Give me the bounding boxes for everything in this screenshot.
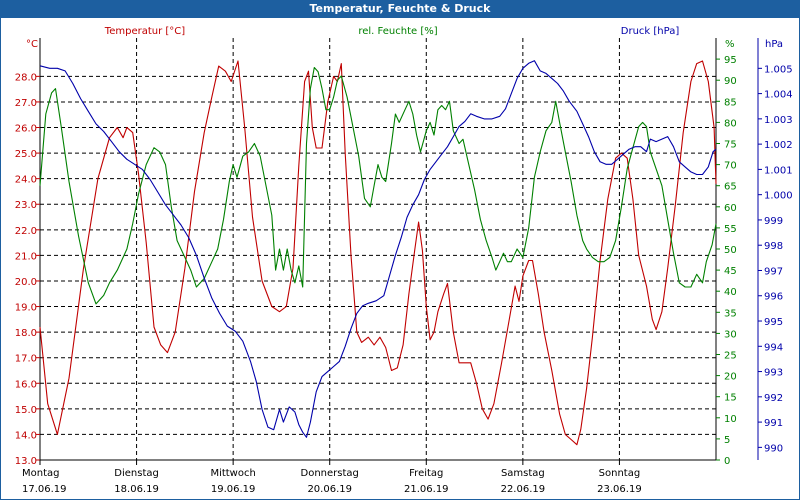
temperature-tick-label: 22.0 [15,226,37,237]
humidity-tick-label: 0 [724,456,730,467]
pressure-axis-title: Druck [hPa] [621,26,680,37]
humidity-tick-label: 25 [724,351,737,362]
chart-title: Temperatur, Feuchte & Druck [0,0,800,18]
x-tick-date-label: 20.06.19 [307,484,352,495]
temperature-tick-label: 19.0 [15,303,37,314]
temperature-tick-label: 20.0 [15,277,37,288]
temperature-tick-label: 14.0 [15,430,37,441]
temperature-tick-label: 13.0 [15,456,37,467]
temperature-tick-label: 25.0 [15,149,37,160]
humidity-tick-label: 75 [724,140,737,151]
humidity-tick-label: 5 [724,435,730,446]
humidity-tick-label: 40 [724,287,737,298]
x-tick-day-label: Dienstag [114,468,159,479]
temperature-tick-label: 26.0 [15,124,37,135]
humidity-tick-label: 35 [724,308,737,319]
temperature-unit-label: °C [26,39,38,50]
pressure-tick-label: 1.001 [764,165,793,176]
temperature-tick-label: 28.0 [15,72,37,83]
humidity-tick-label: 80 [724,118,737,129]
temperature-tick-label: 27.0 [15,98,37,109]
temperature-series-line [39,60,717,446]
humidity-tick-label: 85 [724,97,737,108]
x-tick-day-label: Sonntag [599,468,641,479]
temperature-tick-label: 24.0 [15,175,37,186]
humidity-unit-label: % [725,39,735,50]
temperature-tick-label: 21.0 [15,251,37,262]
x-tick-date-label: 18.06.19 [114,484,159,495]
x-tick-date-label: 23.06.19 [597,484,642,495]
pressure-tick-label: 999 [764,216,783,227]
humidity-tick-label: 60 [724,203,737,214]
pressure-tick-label: 1.002 [764,140,793,151]
pressure-tick-label: 991 [764,418,783,429]
humidity-tick-label: 95 [724,55,737,66]
humidity-tick-label: 30 [724,329,737,340]
x-tick-date-label: 17.06.19 [22,484,67,495]
pressure-unit-label: hPa [765,39,783,50]
humidity-tick-label: 20 [724,372,737,383]
pressure-tick-label: 990 [764,443,783,454]
temperature-tick-label: 17.0 [15,354,37,365]
humidity-tick-label: 45 [724,266,737,277]
pressure-tick-label: 1.000 [764,191,793,202]
x-tick-day-label: Montag [22,468,59,479]
pressure-tick-label: 1.003 [764,115,793,126]
humidity-tick-label: 55 [724,224,737,235]
pressure-tick-label: 997 [764,266,783,277]
temperature-tick-label: 18.0 [15,328,37,339]
x-tick-day-label: Samstag [501,468,545,479]
humidity-tick-label: 65 [724,182,737,193]
x-tick-date-label: 22.06.19 [501,484,546,495]
x-tick-date-label: 21.06.19 [404,484,449,495]
x-tick-date-label: 19.06.19 [211,484,256,495]
x-tick-day-label: Freitag [409,468,443,479]
temperature-tick-label: 15.0 [15,405,37,416]
temperature-tick-label: 16.0 [15,379,37,390]
pressure-tick-label: 998 [764,241,783,252]
humidity-tick-label: 70 [724,161,737,172]
humidity-tick-label: 10 [724,414,737,425]
temperature-tick-label: 23.0 [15,200,37,211]
temperature-axis-title: Temperatur [°C] [104,26,185,37]
x-tick-day-label: Mittwoch [210,468,255,479]
pressure-tick-label: 1.004 [764,90,793,101]
pressure-series-line [39,60,717,438]
pressure-tick-label: 996 [764,292,783,303]
pressure-tick-label: 1.005 [764,64,793,75]
pressure-tick-label: 994 [764,342,783,353]
humidity-tick-label: 90 [724,76,737,87]
pressure-tick-label: 993 [764,368,783,379]
pressure-tick-label: 992 [764,393,783,404]
humidity-series-line [39,66,717,305]
humidity-tick-label: 15 [724,393,737,404]
x-tick-day-label: Donnerstag [301,468,359,479]
humidity-tick-label: 50 [724,245,737,256]
humidity-axis-title: rel. Feuchte [%] [358,26,437,37]
pressure-tick-label: 995 [764,317,783,328]
